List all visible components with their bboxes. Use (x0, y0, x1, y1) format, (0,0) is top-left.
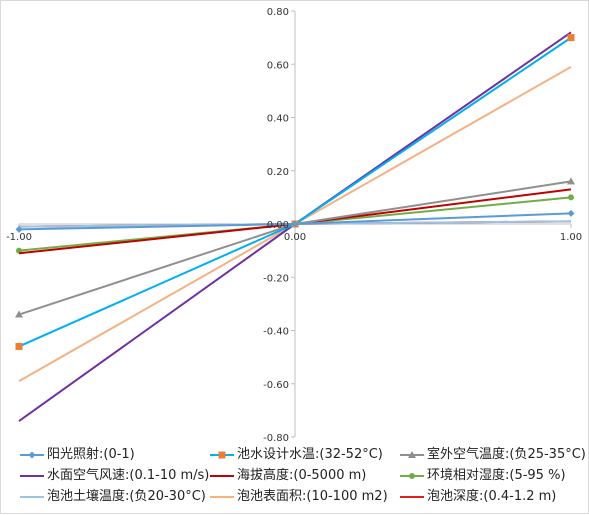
legend-label: 水面空气风速:(0.1-10 m/s) (47, 468, 210, 483)
data-point (15, 342, 23, 350)
data-point (409, 473, 415, 479)
legend-label: 池水设计水温:(32-52°C) (237, 447, 383, 462)
y-tick-label: 0.40 (267, 114, 289, 125)
legend-label: 泡池表面积:(10-100 m2) (237, 489, 388, 504)
legend: 阳光照射:(0-1) 池水设计水温:(32-52°C) 室外空气温度:(负25-35… (19, 445, 586, 509)
series-lines (15, 31, 575, 422)
data-point (15, 310, 23, 318)
data-point (568, 194, 574, 201)
legend-swatch (210, 496, 234, 498)
legend-swatch (400, 473, 424, 479)
legend-label: 泡池深度:(0.4-1.2 m) (427, 489, 557, 504)
x-tick-label: -1.00 (6, 232, 32, 243)
y-tick-label: 0.60 (267, 60, 289, 71)
data-point (567, 209, 575, 217)
y-tick-label: -0.60 (263, 380, 289, 391)
tick-labels: 0.80 0.60 0.40 0.20 0.00 -0.20 -0.40 -0.60 -0.80… (6, 7, 582, 444)
legend-swatch (20, 451, 44, 459)
legend-swatch (210, 475, 234, 477)
legend-swatch (400, 451, 424, 458)
y-tick-label: -0.20 (263, 273, 289, 284)
data-point (567, 177, 575, 185)
legend-label: 室外空气温度:(负25-35°C) (427, 447, 586, 462)
data-point (408, 451, 416, 458)
y-tick-label: -0.40 (263, 327, 289, 338)
x-tick-label: 1.00 (560, 232, 582, 243)
data-point (218, 451, 226, 459)
data-point (28, 451, 36, 459)
legend-label: 海拔高度:(0-5000 m) (237, 468, 367, 483)
data-point (567, 34, 575, 42)
x-tick-label: 0.00 (284, 232, 306, 243)
legend-swatch (400, 496, 424, 498)
legend-swatch (20, 475, 44, 477)
legend-label: 阳光照射:(0-1) (47, 447, 135, 462)
y-tick-label: 0.80 (267, 7, 289, 18)
legend-swatch (20, 496, 44, 498)
legend-label: 泡池土壤温度:(负20-30°C) (47, 489, 206, 504)
y-tick-label: 0.00 (267, 220, 289, 231)
y-tick-label: -0.80 (263, 433, 289, 444)
data-point (15, 225, 23, 233)
legend-swatch (210, 451, 234, 459)
data-point (291, 220, 299, 228)
y-tick-label: 0.20 (267, 167, 289, 178)
legend-label: 环境相对湿度:(5-95 %) (427, 468, 566, 483)
